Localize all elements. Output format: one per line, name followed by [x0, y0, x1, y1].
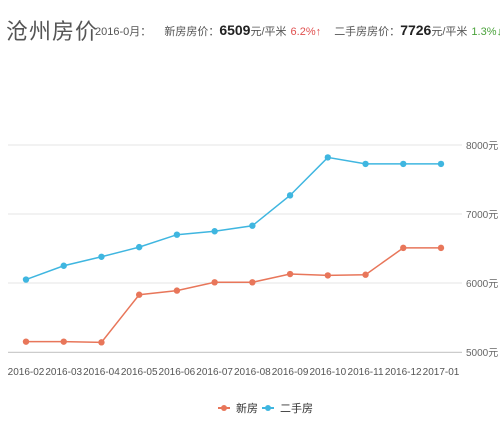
data-point — [135, 243, 143, 251]
data-point — [437, 244, 445, 252]
legend-item-new[interactable]: 新房 — [218, 400, 258, 416]
x-tick-label: 2016-04 — [83, 367, 120, 378]
new-price-label: 新房房价： — [164, 26, 220, 38]
x-tick-label: 2016-12 — [385, 367, 422, 378]
y-tick-label: 8000元 — [466, 141, 498, 152]
x-tick-label: 2016-11 — [348, 367, 384, 378]
data-point — [400, 160, 407, 168]
data-point — [98, 253, 105, 260]
data-point — [400, 244, 407, 252]
data-point — [98, 339, 105, 346]
page-title: 沧州房价 — [6, 19, 99, 44]
data-point — [362, 160, 369, 168]
new-price-unit: 元/平米 — [250, 26, 287, 38]
data-point — [173, 287, 181, 294]
legend-label-second: 二手房 — [280, 403, 313, 415]
data-point — [324, 272, 332, 279]
x-tick-label: 2016-08 — [234, 367, 271, 378]
legend-item-second[interactable]: 二手房 — [262, 400, 313, 416]
x-tick-label: 2016-03 — [45, 367, 82, 378]
second-price-label: 二手房房价： — [334, 26, 401, 38]
y-tick-label: 6000元 — [466, 279, 498, 290]
data-point — [211, 279, 218, 286]
data-point — [22, 338, 30, 345]
data-point — [211, 228, 218, 235]
y-tick-label: 7000元 — [466, 210, 498, 221]
y-tick-label: 5000元 — [466, 348, 498, 359]
data-point — [324, 154, 332, 161]
x-tick-label: 2016-10 — [309, 367, 346, 378]
header: 沧州房价 2016-0月： 新房房价：6509元/平米 6.2%↑ 二手房房价：7… — [0, 0, 500, 60]
x-tick-label: 2016-02 — [8, 367, 45, 378]
x-tick-label: 2016-09 — [272, 367, 309, 378]
data-point — [362, 271, 369, 278]
legend-label-new: 新房 — [236, 403, 258, 415]
legend-swatch-new — [218, 405, 230, 411]
data-point — [249, 279, 256, 286]
data-point — [249, 222, 256, 229]
price-summary: 2016-0月： 新房房价：6509元/平米 6.2%↑ 二手房房价：7726元/… — [95, 22, 500, 39]
data-point — [286, 192, 294, 199]
x-tick-label: 2016-07 — [196, 367, 233, 378]
second-price-change: 1.3%↓ — [471, 26, 500, 38]
x-axis-ticks: 2016-02 2016-03 2016-04 2016-05 2016-06 2016-… — [8, 367, 460, 378]
second-price-value: 7726 — [400, 22, 432, 38]
series-line — [26, 247, 441, 344]
data-point — [437, 160, 445, 168]
x-tick-label: 2016-06 — [159, 367, 196, 378]
data-point — [22, 276, 30, 283]
second-price-unit: 元/平米 — [431, 26, 468, 38]
new-price-change: 6.2%↑ — [290, 26, 322, 38]
legend-swatch-second — [262, 405, 274, 411]
series-line — [25, 156, 441, 281]
data-point — [286, 270, 294, 278]
grid-layer — [8, 144, 462, 353]
period-label: 2016-0月： — [95, 26, 152, 38]
x-tick-label: 2016-05 — [121, 367, 158, 378]
x-tick-label: 2017-01 — [423, 367, 460, 378]
series-layer — [22, 154, 445, 346]
y-axis-ticks: 5000元 6000元 7000元 8000元 — [466, 141, 498, 359]
data-point — [173, 231, 181, 238]
data-point — [60, 338, 67, 345]
data-point — [60, 262, 67, 269]
data-point — [135, 291, 143, 298]
new-price-value: 6509 — [219, 22, 251, 38]
